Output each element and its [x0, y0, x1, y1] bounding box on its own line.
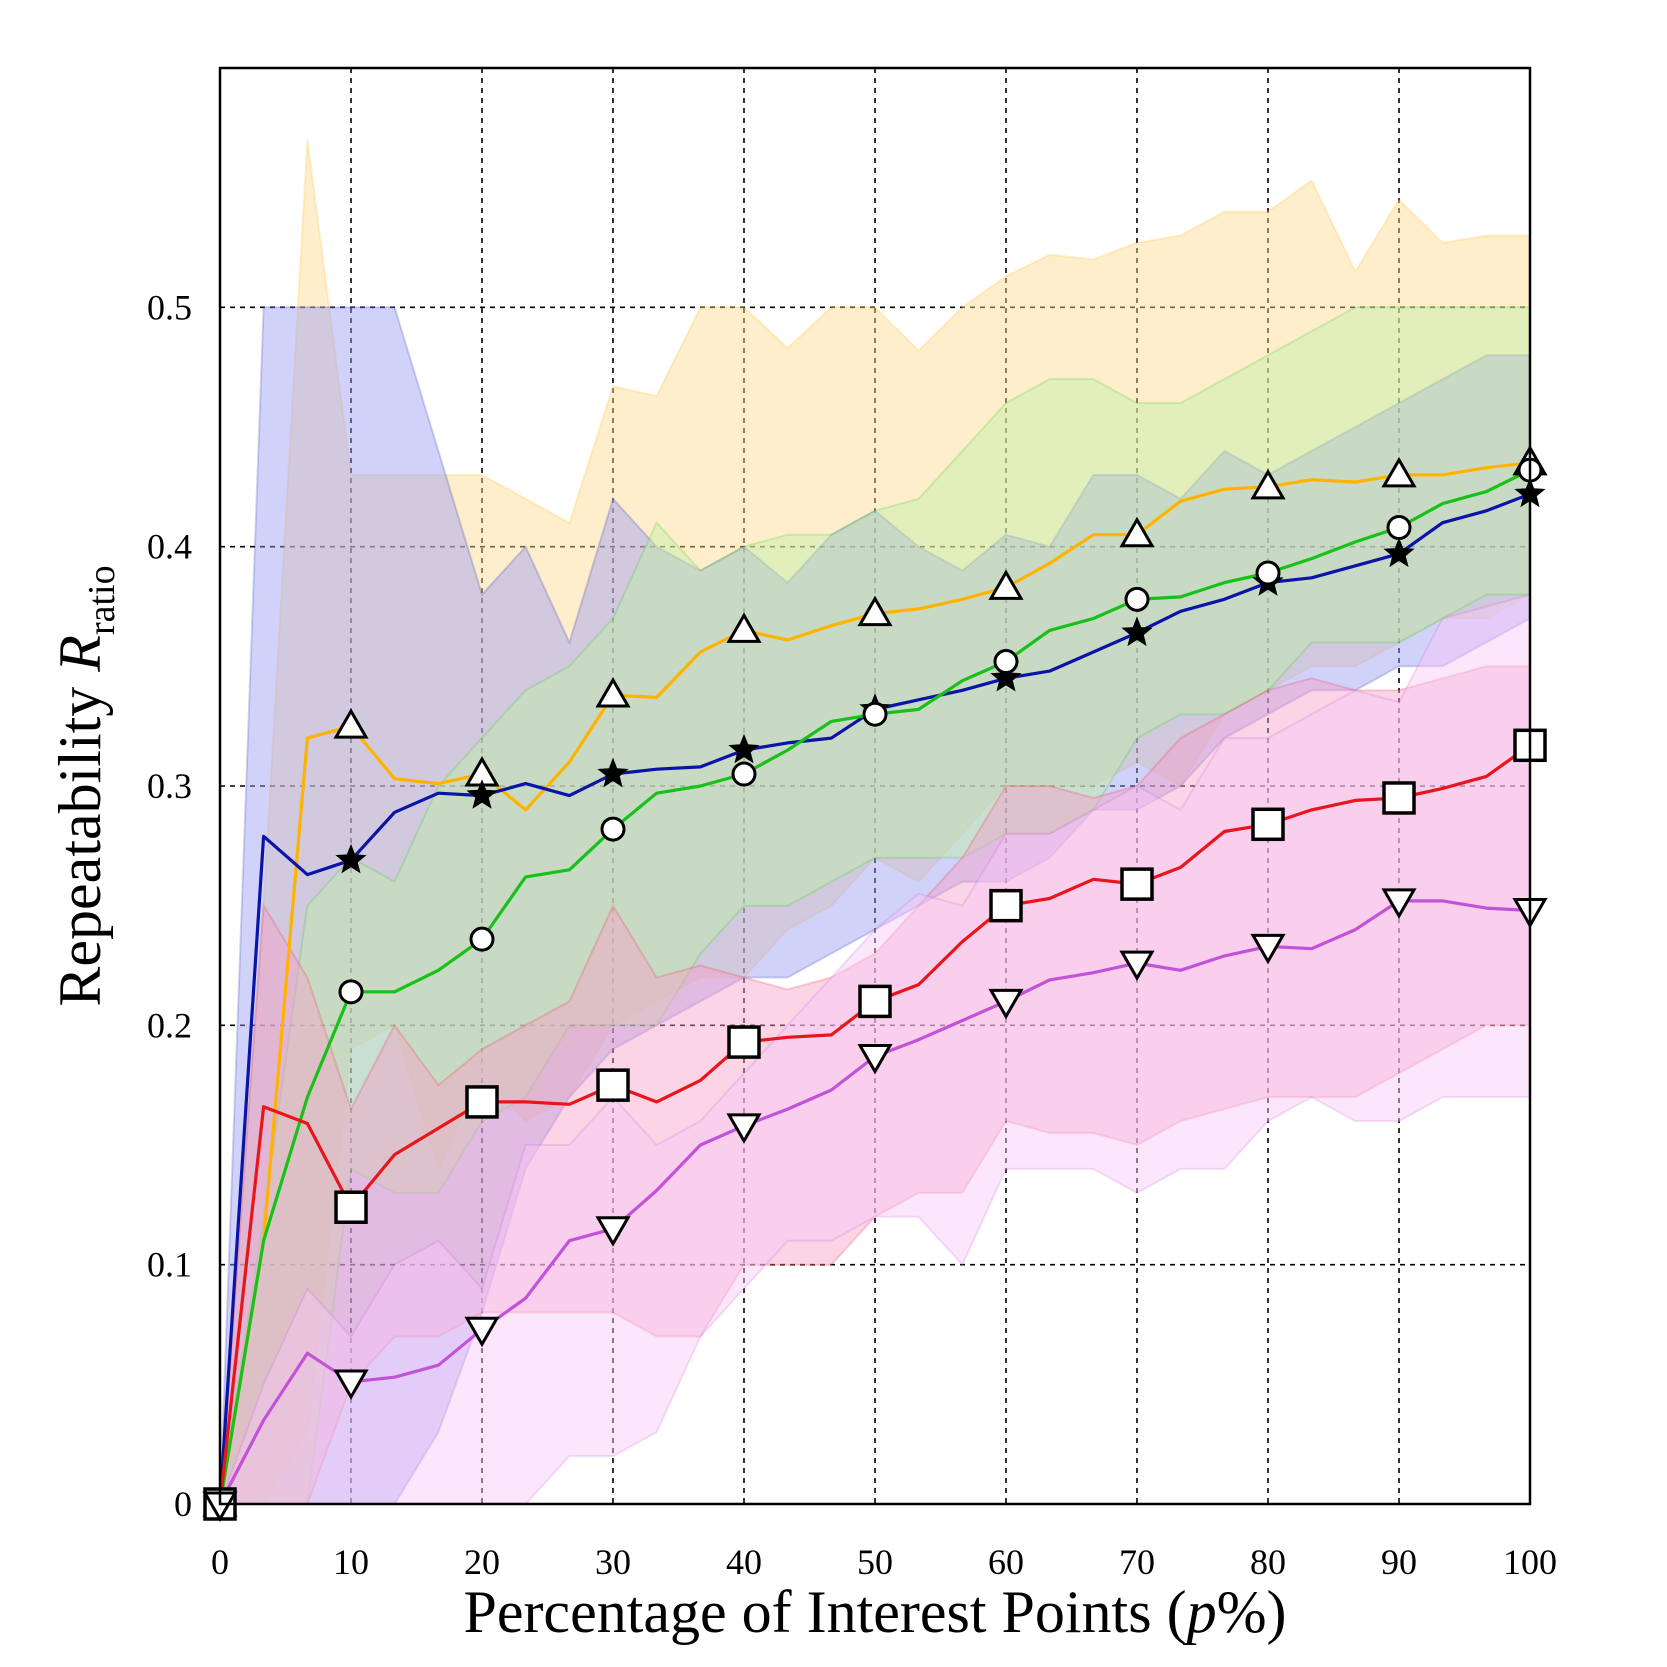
x-tick-label: 100	[1503, 1542, 1557, 1582]
x-tick-label: 10	[333, 1542, 369, 1582]
y-axis-title: Repeatability Rratio	[47, 565, 123, 1006]
y-axis-title-subscript: ratio	[81, 565, 123, 635]
triangle-up-marker	[1250, 468, 1286, 500]
triangle-down-marker	[857, 1043, 893, 1075]
y-tick-label: 0	[174, 1484, 192, 1524]
triangle-up-marker	[595, 677, 631, 708]
circle-marker	[1124, 586, 1150, 612]
x-axis-title-main: Percentage of Interest Points (	[463, 1579, 1186, 1645]
triangle-up-marker	[726, 612, 762, 643]
x-axis-title-tail: %)	[1217, 1579, 1287, 1645]
star-marker	[990, 661, 1022, 692]
circle-marker	[993, 649, 1019, 675]
triangle-down-marker	[1119, 950, 1155, 982]
circle-marker	[1386, 515, 1412, 541]
triangle-down-marker	[595, 1216, 631, 1247]
y-tick-label: 0.1	[147, 1245, 192, 1285]
square-marker	[465, 1085, 499, 1119]
square-marker	[727, 1025, 761, 1059]
triangle-down-marker	[988, 988, 1024, 1020]
triangle-down-marker	[726, 1113, 762, 1144]
star-marker	[597, 757, 629, 788]
triangle-down-marker	[333, 1369, 369, 1400]
star-marker	[1121, 616, 1153, 647]
series-band	[220, 139, 1530, 1504]
circle-marker	[469, 926, 495, 952]
triangle-down-marker	[1381, 888, 1417, 919]
y-tick-labels: 0 0.1 0.2 0.3 0.4 0.5	[147, 287, 192, 1524]
plot-frame	[218, 66, 1532, 1506]
x-tick-label: 70	[1119, 1542, 1155, 1582]
triangle-up-marker	[988, 569, 1024, 600]
x-axis-title-italic: p	[1183, 1579, 1217, 1645]
square-marker	[596, 1068, 630, 1102]
star-marker	[1383, 537, 1415, 568]
x-tick-label: 30	[595, 1542, 631, 1582]
x-tick-label: 20	[464, 1542, 500, 1582]
x-tick-label: 40	[726, 1542, 762, 1582]
x-tick-label: 50	[857, 1542, 893, 1582]
x-tick-label: 60	[988, 1542, 1024, 1582]
circle-marker	[338, 979, 364, 1005]
x-tick-label: 80	[1250, 1542, 1286, 1582]
triangle-up-marker	[857, 595, 893, 627]
y-tick-label: 0.2	[147, 1005, 192, 1045]
square-marker	[858, 984, 892, 1019]
square-marker	[1251, 807, 1285, 842]
star-marker	[335, 843, 367, 874]
y-tick-label: 0.4	[147, 527, 192, 567]
x-tick-labels: 0 10 20 30 40 50 60 70 80 90 100	[211, 1542, 1557, 1582]
triangle-up-marker	[1381, 456, 1417, 488]
square-marker	[334, 1190, 368, 1224]
y-tick-label: 0.3	[147, 766, 192, 806]
circle-marker	[731, 761, 757, 787]
triangle-up-marker	[333, 708, 369, 739]
square-marker	[1382, 781, 1416, 815]
series-band	[220, 665, 1530, 1504]
square-marker	[989, 888, 1023, 923]
x-tick-label: 90	[1381, 1542, 1417, 1582]
square-marker	[1120, 867, 1154, 901]
y-axis-title-main: Repeatability	[47, 672, 113, 1007]
x-axis-title: Percentage of Interest Points (p%)	[463, 1579, 1286, 1645]
star-marker	[728, 733, 760, 764]
triangle-down-marker	[464, 1316, 500, 1348]
y-tick-label: 0.5	[147, 287, 192, 327]
circle-marker	[600, 816, 626, 842]
circle-marker	[862, 701, 888, 727]
x-tick-label: 0	[211, 1542, 229, 1582]
star-marker	[466, 779, 498, 809]
y-axis-title-symbol: R	[47, 635, 113, 673]
circle-marker	[1255, 560, 1281, 586]
triangle-down-marker	[1250, 933, 1286, 965]
triangle-up-marker	[1119, 516, 1155, 548]
